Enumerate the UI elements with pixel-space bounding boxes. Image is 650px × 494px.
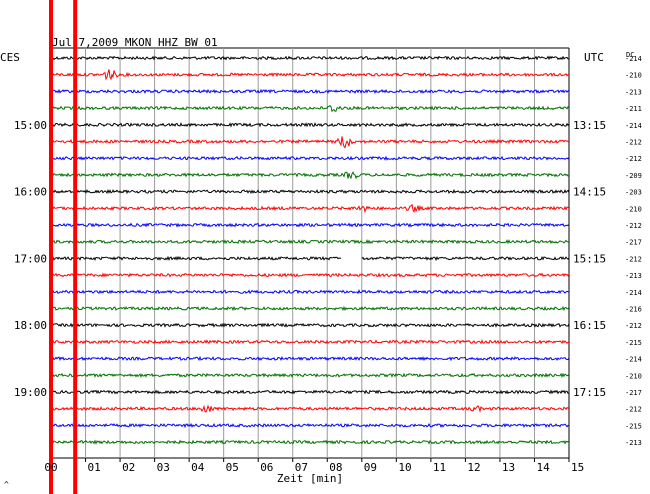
x-axis-label: Zeit [min] [277,472,343,485]
dc-offset-label: -214 [625,122,642,130]
x-tick-label: 04 [191,461,205,474]
x-tick-label: 12 [467,461,480,474]
seismic-trace-row [50,289,570,295]
dc-offset-label: -214 [625,356,642,364]
seismic-trace-row [50,272,570,278]
right-time-label: 14:15 [573,186,606,199]
left-time-label: 18:00 [14,319,47,332]
marker-layer [49,0,78,494]
seismic-trace-row [50,188,570,195]
x-tick-label: 01 [88,461,101,474]
dc-offset-label: -213 [625,272,642,280]
x-tick-label: 02 [122,461,135,474]
dc-label: DC [626,51,634,59]
left-time-label: 17:00 [14,252,47,265]
left-time-label: 16:00 [14,186,47,199]
left-time-label: 19:00 [14,386,47,399]
x-tick-label: 05 [226,461,239,474]
dc-offset-label: -212 [625,222,642,230]
x-tick-label: 14 [536,461,550,474]
seismic-trace-row [50,404,570,414]
dc-offset-label: -212 [625,406,642,414]
dc-offset-label: -203 [625,189,642,197]
grid-layer [50,47,570,462]
seismic-trace-row [50,136,570,149]
dc-offset-label: -216 [625,306,642,314]
seismic-trace-row [50,422,570,429]
dc-offset-label: -212 [625,322,642,330]
seismic-trace-row [50,69,570,81]
footer-mark: ^ [4,480,9,489]
dc-offset-label: -212 [625,155,642,163]
dc-offset-label: -217 [625,389,642,397]
dc-offset-label: -217 [625,239,642,247]
seismic-trace-row [50,355,570,362]
x-tick-label: 06 [260,461,273,474]
x-tick-label: 15 [571,461,584,474]
dc-offset-label: -209 [625,172,642,180]
seismic-trace-row [50,372,570,379]
left-time-label: 15:00 [14,119,47,132]
seismic-trace-row [50,55,570,61]
dc-offset-label: -214 [625,289,642,297]
text-layer: Jul 7,2009 MKON HHZ BW 01 CES UTC DC Zei… [0,36,642,489]
seismic-trace-row [50,305,570,312]
left-axis-label: CES [0,51,20,64]
seismic-trace-row [50,389,570,395]
dc-offset-label: -210 [625,205,642,213]
seismic-trace-row [50,255,570,262]
dc-offset-label: -210 [625,72,642,80]
dc-offset-label: -215 [625,339,642,347]
seismic-trace-row [50,239,570,245]
right-time-label: 13:15 [573,119,606,132]
right-time-label: 16:15 [573,319,606,332]
dc-offset-label: -212 [625,255,642,263]
seismic-trace-row [50,88,570,95]
seismic-trace-row [50,439,570,445]
seismic-trace-row [50,104,570,113]
right-axis-label: UTC [584,51,604,64]
x-tick-label: 09 [364,461,377,474]
right-time-label: 15:15 [573,252,606,265]
seismic-trace-row [50,222,570,228]
trace-layer [50,55,570,445]
chart-title: Jul 7,2009 MKON HHZ BW 01 [52,36,218,49]
seismic-trace-row [50,122,570,128]
right-time-label: 17:15 [573,386,606,399]
dc-offset-label: -213 [625,88,642,96]
x-tick-label: 07 [295,461,308,474]
seismic-trace-row [50,203,570,214]
x-tick-label: 11 [433,461,446,474]
dc-offset-label: -210 [625,372,642,380]
dc-offset-label: -215 [625,422,642,430]
dc-offset-label: -211 [625,105,642,113]
seismic-trace-row [50,171,570,180]
seismic-trace-row [50,155,570,161]
x-tick-label: 03 [157,461,170,474]
x-tick-label: 08 [329,461,342,474]
x-tick-label: 00 [44,461,57,474]
dc-offset-label: -213 [625,439,642,447]
dc-offset-label: -214 [625,55,642,63]
x-tick-label: 13 [502,461,515,474]
seismic-trace-row [50,322,570,328]
seismic-trace-row [50,339,570,345]
dc-offset-label: -212 [625,139,642,147]
x-tick-label: 10 [398,461,411,474]
